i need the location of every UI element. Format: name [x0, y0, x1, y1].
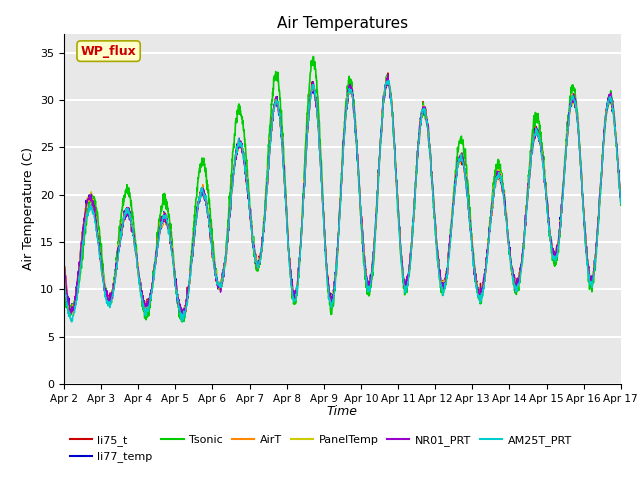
- Legend: li75_t, li77_temp, Tsonic, AirT, PanelTemp, NR01_PRT, AM25T_PRT: li75_t, li77_temp, Tsonic, AirT, PanelTe…: [70, 435, 572, 462]
- Title: Air Temperatures: Air Temperatures: [277, 16, 408, 31]
- Text: WP_flux: WP_flux: [81, 45, 136, 58]
- X-axis label: Time: Time: [327, 405, 358, 418]
- Y-axis label: Air Temperature (C): Air Temperature (C): [22, 147, 35, 270]
